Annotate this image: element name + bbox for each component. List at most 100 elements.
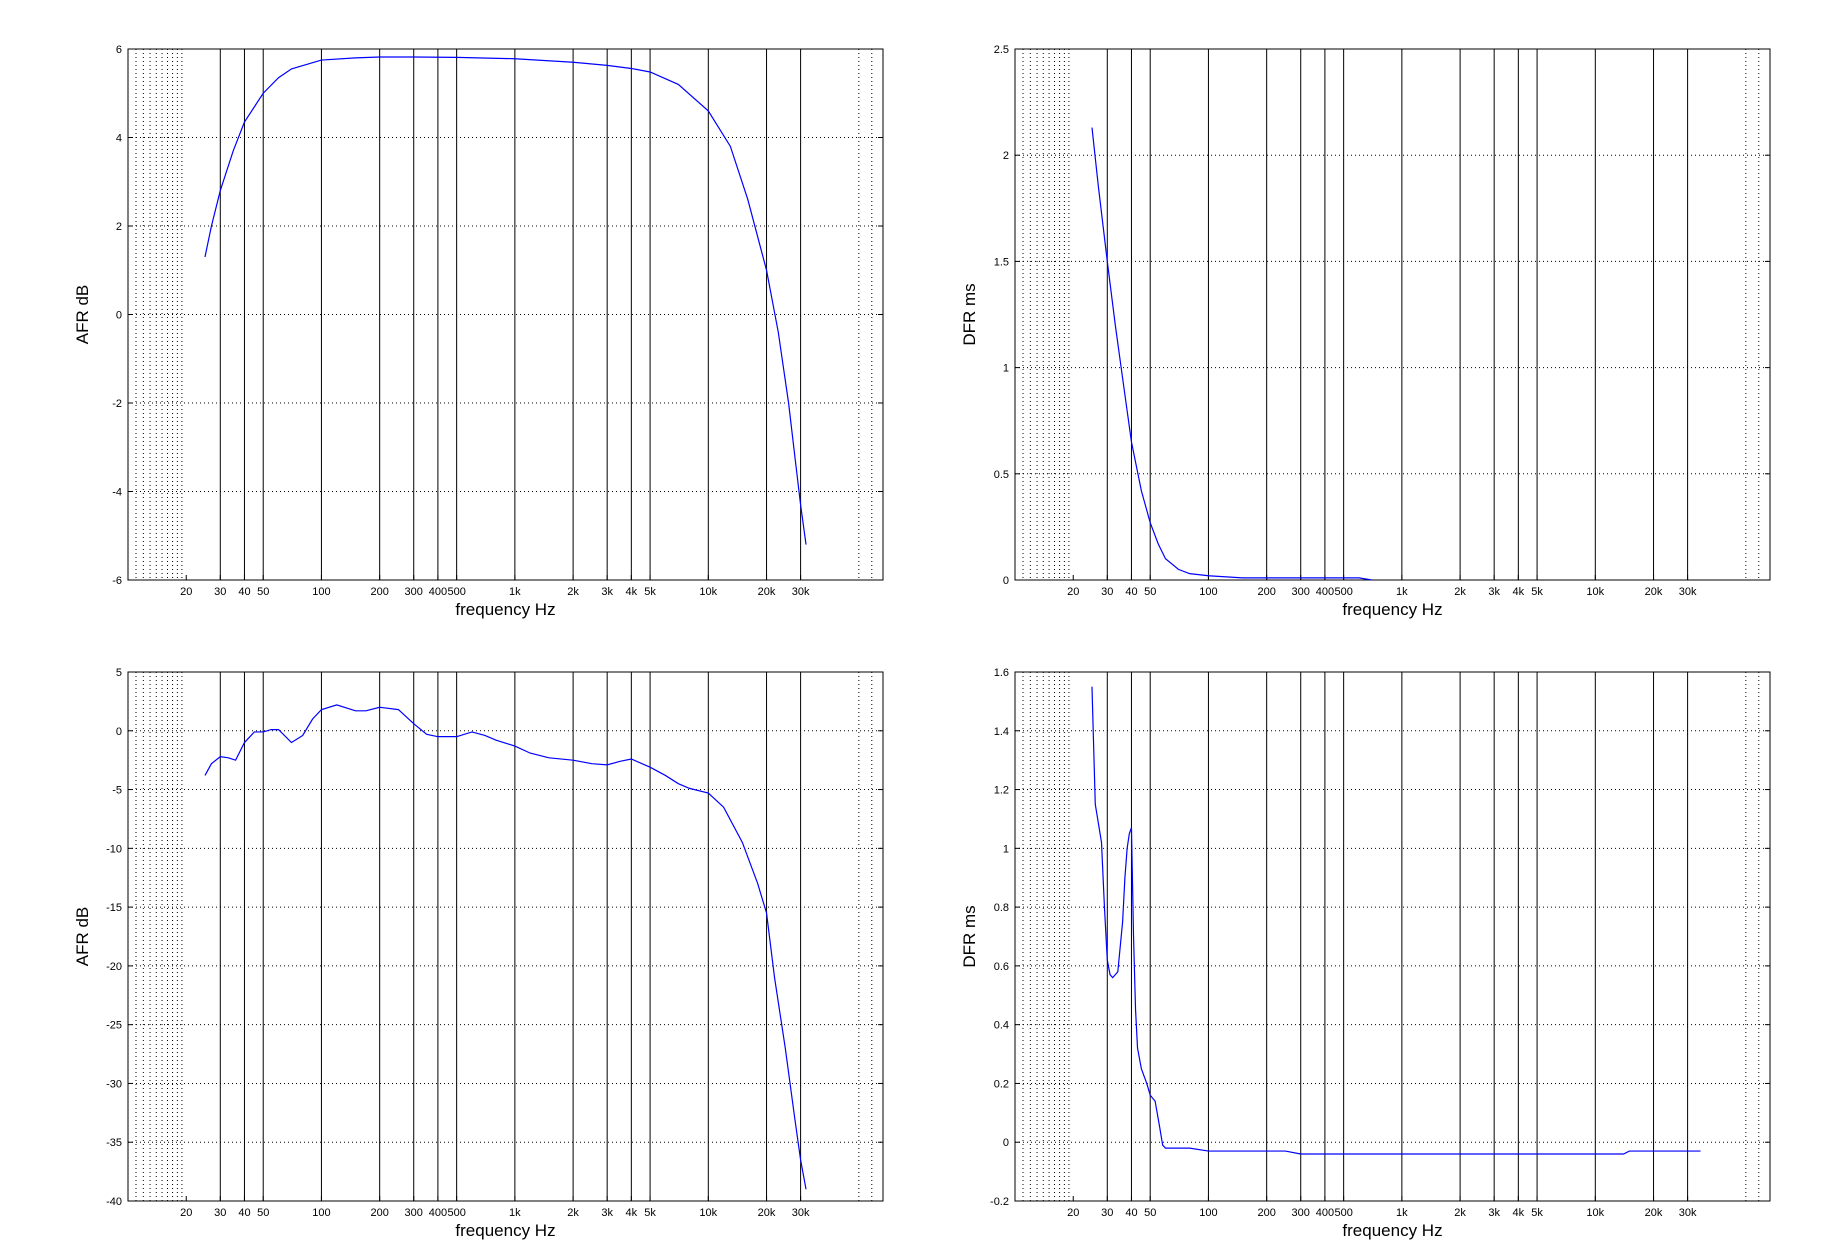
x-tick-label: 30k	[1679, 586, 1697, 598]
x-tick-label: 1k	[1396, 1207, 1408, 1219]
x-tick-label: 4k	[626, 1207, 638, 1219]
y-tick-label: 0	[1003, 1137, 1009, 1149]
plot-frame	[127, 671, 884, 1202]
y-tick-label: 1.5	[994, 256, 1009, 268]
y-tick-label: 4	[116, 133, 122, 145]
y-tick-label: 0.2	[994, 1078, 1009, 1090]
y-axis-label: DFR ms	[960, 283, 979, 345]
x-tick-label: 500	[447, 1207, 465, 1219]
chart-1: -6 -4 -2 0 2 4 6 20 30 40 50 100 200 300 400 500 1k 2k 3k 4…	[73, 44, 884, 619]
y-tick-label: 1.4	[994, 726, 1009, 738]
x-tick-label: 20k	[758, 586, 776, 598]
x-tick-label: 2k	[1454, 586, 1466, 598]
y-tick-label: 0.5	[994, 469, 1009, 481]
x-tick-label: 300	[1292, 1207, 1310, 1219]
x-tick-label: 3k	[601, 586, 613, 598]
y-tick-label: -0.2	[990, 1196, 1009, 1208]
plot-frame	[1014, 48, 1771, 581]
series-line	[1091, 127, 1373, 581]
series-line	[204, 56, 807, 545]
x-tick-label: 40	[238, 586, 250, 598]
y-tick-label: 5	[116, 667, 122, 679]
y-tick-label: -2	[112, 398, 122, 410]
x-tick-label: 100	[312, 1207, 330, 1219]
x-tick-label: 3k	[1488, 586, 1500, 598]
x-tick-label: 5k	[644, 1207, 656, 1219]
series-line	[1091, 686, 1701, 1155]
y-tick-label: -25	[106, 1020, 122, 1032]
x-tick-label: 5k	[1531, 1207, 1543, 1219]
x-tick-label: 300	[1292, 586, 1310, 598]
y-tick-label: 2	[1003, 150, 1009, 162]
x-tick-label: 5k	[644, 586, 656, 598]
x-tick-label: 200	[370, 586, 388, 598]
x-tick-label: 100	[1199, 1207, 1217, 1219]
x-tick-label: 100	[1199, 586, 1217, 598]
y-tick-label: 0.6	[994, 961, 1009, 973]
y-tick-label: 0	[1003, 575, 1009, 587]
x-tick-label: 50	[257, 1207, 269, 1219]
x-tick-label: 30	[214, 1207, 226, 1219]
y-tick-label: -10	[106, 843, 122, 855]
x-tick-label: 1k	[509, 586, 521, 598]
y-tick-label: -30	[106, 1078, 122, 1090]
y-tick-label: 0.8	[994, 902, 1009, 914]
y-tick-label: 1	[1003, 843, 1009, 855]
x-tick-label: 200	[370, 1207, 388, 1219]
x-tick-label: 40	[1125, 1207, 1137, 1219]
x-tick-label: 10k	[699, 1207, 717, 1219]
x-tick-label: 30	[214, 586, 226, 598]
chart-3: -40 -35 -30 -25 -20 -15 -10 -5 0 5 20 30 40 50 100 200 3…	[73, 667, 884, 1240]
chart-2: 0 0.5 1 1.5 2 2.5 20 30 40 50 100 200 300 400 500 1k 2k 3…	[960, 44, 1771, 619]
y-tick-label: -40	[106, 1196, 122, 1208]
x-tick-label: 20k	[758, 1207, 776, 1219]
x-axis-label: frequency Hz	[1342, 600, 1442, 619]
y-tick-label: -4	[112, 487, 122, 499]
y-tick-label: -6	[112, 575, 122, 587]
x-tick-label: 10k	[699, 586, 717, 598]
x-tick-label: 200	[1257, 586, 1275, 598]
plot-frame	[1014, 671, 1771, 1202]
x-tick-label: 20	[1067, 586, 1079, 598]
x-tick-label: 500	[1334, 1207, 1352, 1219]
y-tick-label: 1.2	[994, 785, 1009, 797]
y-axis-label: AFR dB	[73, 285, 92, 345]
x-axis-label: frequency Hz	[1342, 1221, 1442, 1240]
x-tick-label: 40	[1125, 586, 1137, 598]
x-tick-label: 400	[1316, 586, 1334, 598]
x-tick-label: 5k	[1531, 586, 1543, 598]
x-axis-label: frequency Hz	[455, 1221, 555, 1240]
x-tick-label: 4k	[626, 586, 638, 598]
y-axis-label: DFR ms	[960, 905, 979, 967]
x-tick-label: 400	[429, 586, 447, 598]
x-tick-label: 20	[180, 1207, 192, 1219]
series-line	[204, 704, 807, 1190]
x-tick-label: 50	[257, 586, 269, 598]
y-tick-label: 2.5	[994, 44, 1009, 56]
y-tick-label: -20	[106, 961, 122, 973]
y-tick-label: -15	[106, 902, 122, 914]
x-tick-label: 30	[1101, 586, 1113, 598]
x-tick-label: 2k	[1454, 1207, 1466, 1219]
x-tick-label: 400	[429, 1207, 447, 1219]
y-axis-label: AFR dB	[73, 907, 92, 967]
y-tick-label: 0	[116, 310, 122, 322]
x-tick-label: 2k	[567, 586, 579, 598]
x-tick-label: 10k	[1586, 1207, 1604, 1219]
x-tick-label: 30	[1101, 1207, 1113, 1219]
x-tick-label: 500	[447, 586, 465, 598]
y-tick-label: 2	[116, 221, 122, 233]
x-tick-label: 30k	[1679, 1207, 1697, 1219]
y-tick-label: -35	[106, 1137, 122, 1149]
x-tick-label: 40	[238, 1207, 250, 1219]
x-tick-label: 20k	[1645, 586, 1663, 598]
x-tick-label: 20	[1067, 1207, 1079, 1219]
x-tick-label: 30k	[792, 586, 810, 598]
x-tick-label: 2k	[567, 1207, 579, 1219]
x-tick-label: 300	[405, 1207, 423, 1219]
x-tick-label: 50	[1144, 1207, 1156, 1219]
x-tick-label: 200	[1257, 1207, 1275, 1219]
chart-4: -0.2 0 0.2 0.4 0.6 0.8 1 1.2 1.4 1.6 20 30 40 50 100 20…	[960, 667, 1771, 1240]
y-tick-label: 6	[116, 44, 122, 56]
